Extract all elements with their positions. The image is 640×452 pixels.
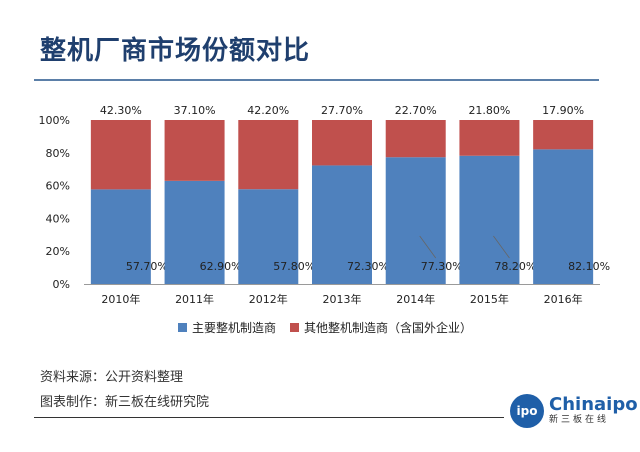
legend-label-main: 主要整机制造商 — [192, 321, 277, 335]
x-tick-label: 2014年 — [396, 292, 435, 306]
data-label-main: 78.20% — [494, 260, 536, 273]
chart-maker: 图表制作：新三板在线研究院 — [40, 395, 210, 410]
y-tick-label: 100% — [39, 114, 70, 127]
chinaipo-logo: ipo Chinaipo 新三板在线 — [510, 394, 638, 428]
chart-legend: 主要整机制造商 其他整机制造商（含国外企业） — [178, 319, 486, 336]
bar-segment-main — [90, 189, 151, 284]
logo-subtitle: 新三板在线 — [549, 415, 610, 426]
legend-item-main: 主要整机制造商 — [178, 319, 276, 336]
data-label-main: 82.10% — [568, 260, 610, 273]
bar-segment-other — [90, 120, 151, 190]
logo-name: Chinaipo — [549, 394, 638, 416]
data-label-other: 17.90% — [542, 104, 584, 117]
logo-mark: ipo — [510, 394, 544, 428]
data-label-main: 57.80% — [273, 260, 315, 273]
y-tick-label: 0% — [53, 278, 70, 291]
bar-segment-main — [533, 149, 594, 284]
bar-segment-main — [385, 157, 446, 284]
x-tick-label: 2012年 — [249, 292, 288, 306]
bar-segment-other — [164, 120, 225, 181]
legend-item-other: 其他整机制造商（含国外企业） — [290, 319, 472, 336]
x-tick-label: 2015年 — [470, 292, 509, 306]
x-tick-label: 2016年 — [544, 292, 583, 306]
data-label-other: 42.30% — [100, 104, 142, 117]
x-tick-label: 2011年 — [175, 292, 214, 306]
y-tick-label: 80% — [46, 147, 70, 160]
y-tick-label: 20% — [46, 245, 70, 258]
bar-segment-main — [459, 155, 520, 284]
data-label-main: 57.70% — [126, 260, 168, 273]
data-source: 资料来源：公开资料整理 — [40, 370, 184, 385]
bar-segment-main — [164, 180, 225, 284]
bar-segment-other — [238, 120, 299, 190]
legend-label-other: 其他整机制造商（含国外企业） — [304, 321, 473, 335]
y-tick-label: 60% — [46, 180, 70, 193]
data-label-other: 22.70% — [395, 104, 437, 117]
leader-line — [493, 235, 510, 259]
x-tick-label: 2010年 — [101, 292, 140, 306]
legend-swatch-main — [178, 323, 187, 332]
legend-swatch-other — [290, 323, 300, 332]
data-label-main: 62.90% — [200, 260, 242, 273]
chart-title: 整机厂商市场份额对比 — [40, 36, 311, 66]
data-label-other: 42.20% — [247, 104, 289, 117]
data-label-other: 27.70% — [321, 104, 363, 117]
bar-segment-other — [533, 120, 594, 150]
data-label-main: 72.30% — [347, 260, 389, 273]
bar-segment-main — [312, 165, 372, 284]
x-tick-label: 2013年 — [323, 292, 362, 306]
bar-segment-main — [238, 189, 299, 284]
bar-segment-other — [312, 120, 372, 166]
leader-line — [419, 235, 437, 259]
bar-segment-other — [459, 120, 520, 156]
footer-divider — [34, 417, 504, 418]
data-label-other: 37.10% — [174, 104, 216, 117]
data-label-main: 77.30% — [421, 260, 463, 273]
bar-segment-other — [385, 120, 446, 158]
y-tick-label: 40% — [46, 212, 70, 225]
data-label-other: 21.80% — [468, 104, 510, 117]
title-divider — [34, 79, 599, 81]
